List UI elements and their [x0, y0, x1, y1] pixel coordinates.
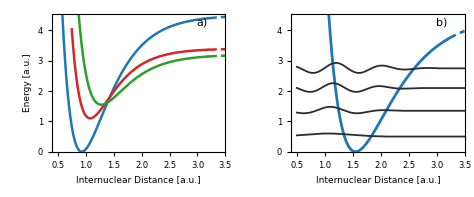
Y-axis label: Energy [a.u.]: Energy [a.u.] [23, 53, 32, 112]
X-axis label: Internuclear Distance [a.u.]: Internuclear Distance [a.u.] [76, 175, 201, 184]
Text: b): b) [436, 18, 447, 28]
X-axis label: Internuclear Distance [a.u.]: Internuclear Distance [a.u.] [316, 175, 440, 184]
Text: a): a) [197, 18, 208, 28]
